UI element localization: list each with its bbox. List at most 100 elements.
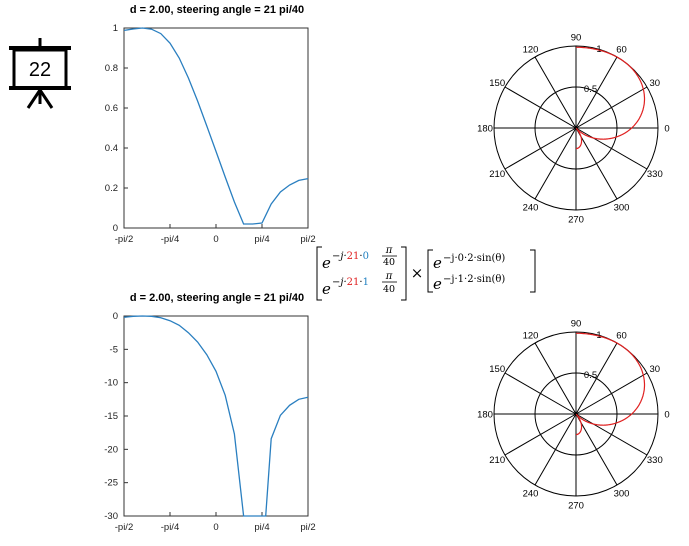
x-tick-label: -pi/4 (161, 522, 179, 533)
y-tick-label: -30 (104, 511, 118, 522)
y-tick-label: 1 (113, 23, 118, 34)
x-tick-label: pi/2 (300, 234, 315, 245)
y-tick-label: -5 (110, 344, 118, 355)
polar-pattern-chart-bottom: 0 30 60 90 120 150 180 210 240 270 300 330 0.5 1 (477, 319, 670, 512)
angle-tick-label: 210 (489, 169, 505, 180)
angle-tick-label: 90 (571, 319, 582, 330)
angle-tick-label: 300 (614, 488, 630, 499)
right-bracket-2 (530, 249, 536, 293)
y-tick-label: -20 (104, 444, 118, 455)
angle-tick-label: 240 (523, 488, 539, 499)
svg-text:e: e (322, 254, 331, 272)
polar-spoke (504, 127, 577, 170)
angle-tick-label: 330 (647, 169, 663, 180)
polar-spoke (575, 56, 618, 129)
polar-spoke (534, 127, 577, 200)
x-tick-label: -pi/2 (115, 522, 133, 533)
series-line (123, 315, 309, 517)
pattern-curve (575, 332, 646, 436)
angle-tick-label: 60 (616, 331, 627, 342)
polar-spoke (575, 413, 648, 456)
chart-title: d = 2.00, steering angle = 21 pi/40 (130, 4, 304, 16)
svg-text:−j·21·0: −j·21·0 (332, 251, 369, 262)
plot-frame (123, 27, 309, 229)
geo-row-2: e −j·1·2·sin(θ) (433, 274, 505, 293)
y-tick-label: -10 (104, 378, 118, 389)
x-tick-label: 0 (213, 522, 218, 533)
slide-number: 22 (29, 59, 51, 81)
steer-row-2: e −j·21·1 π 40 (322, 271, 397, 298)
polar-spoke (534, 413, 577, 486)
y-tick-label: 0.2 (105, 183, 118, 194)
svg-text:π: π (385, 245, 393, 256)
svg-text:−j·21·1: −j·21·1 (332, 277, 369, 288)
polar-spoke (575, 372, 648, 415)
angle-tick-label: 90 (571, 33, 582, 44)
polar-spoke (504, 413, 577, 456)
angle-tick-label: 120 (523, 331, 539, 342)
angle-tick-label: 0 (664, 124, 669, 135)
svg-text:40: 40 (383, 284, 395, 295)
polar-spoke (575, 413, 618, 486)
polar-spoke (504, 372, 577, 415)
polar-spoke (504, 86, 577, 129)
linear-pattern-chart: d = 2.00, steering angle = 21 pi/40 0 0.2… (105, 4, 316, 245)
presentation-easel-icon: 22 (9, 38, 71, 109)
svg-text:40: 40 (383, 257, 395, 268)
polar-spoke (534, 342, 577, 415)
y-tick-label: 0 (113, 311, 118, 322)
angle-tick-label: 210 (489, 455, 505, 466)
left-bracket (316, 246, 322, 301)
polar-pattern-chart-top: 0 30 60 90 120 150 180 210 240 270 300 330 0.5 1 (477, 33, 670, 226)
polar-spoke (575, 127, 648, 170)
polar-spoke (534, 56, 577, 129)
y-tick-label: 0 (113, 223, 118, 234)
angle-tick-label: 300 (614, 202, 630, 213)
chart-title: d = 2.00, steering angle = 21 pi/40 (130, 292, 304, 304)
x-tick-label: pi/4 (254, 234, 269, 245)
angle-tick-label: 30 (650, 364, 661, 375)
y-tick-label: 0.8 (105, 63, 118, 74)
left-bracket-2 (427, 249, 433, 293)
angle-tick-label: 240 (523, 202, 539, 213)
svg-text:−j·0·2·sin(θ): −j·0·2·sin(θ) (443, 253, 505, 264)
angle-tick-label: 60 (616, 45, 627, 56)
y-tick-label: 0.6 (105, 103, 118, 114)
svg-text:e: e (322, 280, 331, 298)
polar-spoke (575, 342, 618, 415)
angle-tick-label: 270 (568, 215, 584, 226)
angle-tick-label: 330 (647, 455, 663, 466)
svg-text:e: e (433, 275, 442, 293)
x-tick-label: 0 (213, 234, 218, 245)
pattern-curve (575, 46, 646, 150)
polar-spoke (575, 127, 618, 200)
right-bracket (401, 246, 407, 301)
radial-tick-label: 1 (596, 330, 601, 341)
y-tick-label: -15 (104, 411, 118, 422)
radial-tick-label: 0.5 (584, 370, 597, 381)
svg-text:π: π (385, 271, 393, 282)
svg-text:−j·1·2·sin(θ): −j·1·2·sin(θ) (443, 274, 505, 285)
angle-tick-label: 0 (664, 410, 669, 421)
angle-tick-label: 120 (523, 45, 539, 56)
svg-text:e: e (433, 254, 442, 272)
x-tick-label: -pi/4 (161, 234, 179, 245)
x-tick-label: pi/2 (300, 522, 315, 533)
steering-formula: e −j·21·0 π 40 e −j·21·1 π 40 × e −j·0·2… (316, 245, 536, 301)
y-tick-label: -25 (104, 478, 118, 489)
angle-tick-label: 180 (477, 124, 493, 135)
geo-row-1: e −j·0·2·sin(θ) (433, 253, 505, 272)
angle-tick-label: 150 (489, 364, 505, 375)
x-tick-label: -pi/2 (115, 234, 133, 245)
radial-tick-label: 1 (596, 44, 601, 55)
angle-tick-label: 270 (568, 501, 584, 512)
angle-tick-label: 150 (489, 78, 505, 89)
angle-tick-label: 180 (477, 410, 493, 421)
y-tick-label: 0.4 (105, 143, 118, 154)
angle-tick-label: 30 (650, 78, 661, 89)
radial-tick-label: 0.5 (584, 84, 597, 95)
times-sign: × (411, 264, 424, 282)
polar-spoke (575, 86, 648, 129)
db-pattern-chart: d = 2.00, steering angle = 21 pi/40 0 -5 -… (104, 292, 315, 533)
